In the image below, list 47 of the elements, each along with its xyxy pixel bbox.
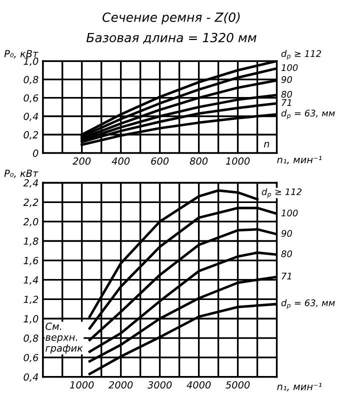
chart-title: Сечение ремня - Z(0) bbox=[102, 12, 240, 24]
y-tick-label: 0,8 bbox=[24, 334, 38, 343]
series-label: d$_{p}$ = 63, мм bbox=[281, 110, 335, 120]
series-label: 71 bbox=[282, 272, 292, 280]
y-tick-label: 0,6 bbox=[24, 354, 38, 362]
y-tick-label: 0,4 bbox=[24, 373, 38, 382]
y-tick-label: 1,8 bbox=[24, 237, 38, 246]
x-axis-title: n₁, мин⁻¹ bbox=[277, 156, 322, 164]
chart-subtitle: Базовая длина = 1320 мм bbox=[86, 32, 256, 44]
series-label: d$_{p}$ ≥ 112 bbox=[262, 188, 302, 198]
y-tick-label: 2,0 bbox=[23, 218, 38, 226]
y-tick-label: 1,0 bbox=[24, 58, 38, 66]
series-label: 100 bbox=[281, 210, 298, 216]
series-label: 80 bbox=[281, 250, 292, 258]
x-tick-label: 200 bbox=[72, 157, 91, 165]
x-tick-label: 4000 bbox=[186, 381, 211, 389]
series-label: 71 bbox=[282, 99, 292, 106]
y-tick-label: 1,6 bbox=[24, 256, 38, 266]
y-tick-label: 0,4 bbox=[24, 112, 38, 122]
x-tick-label: 1000 bbox=[226, 157, 250, 165]
x-tick-label: 800 bbox=[190, 157, 208, 165]
y-tick-label: 2,4 bbox=[23, 179, 38, 188]
series-label: d$_{p}$ ≥ 112 bbox=[281, 50, 322, 60]
annotation: См. верхн. график bbox=[46, 322, 83, 354]
y-axis-title: P₀, кВт bbox=[4, 170, 38, 178]
series-label: 100 bbox=[281, 64, 298, 72]
annotation: n bbox=[264, 142, 270, 148]
series-label: 90 bbox=[281, 76, 292, 83]
y-tick-label: 2,2 bbox=[23, 198, 38, 207]
x-tick-label: 3000 bbox=[147, 381, 172, 389]
y-tick-label: 1,4 bbox=[24, 276, 38, 285]
x-tick-label: 2000 bbox=[108, 381, 133, 389]
y-tick-label: 0,6 bbox=[24, 94, 38, 103]
y-tick-label: 0 bbox=[33, 150, 38, 157]
series-label: d$_{p}$ = 63, мм bbox=[281, 299, 335, 309]
y-tick-label: 1,0 bbox=[24, 315, 38, 324]
x-tick-label: 1000 bbox=[70, 381, 94, 389]
x-tick-label: 600 bbox=[151, 157, 169, 165]
x-tick-label: 400 bbox=[112, 157, 130, 165]
x-axis-title: n₁, мин⁻¹ bbox=[277, 382, 322, 392]
y-tick-label: 1,2 bbox=[24, 296, 38, 304]
y-tick-label: 0,2 bbox=[24, 131, 38, 140]
series-label: 80 bbox=[281, 90, 292, 98]
series-label: 90 bbox=[281, 230, 292, 237]
y-tick-label: 0,8 bbox=[24, 76, 38, 84]
x-tick-label: 5000 bbox=[226, 381, 250, 389]
y-axis-title: P₀, кВт bbox=[4, 50, 38, 58]
